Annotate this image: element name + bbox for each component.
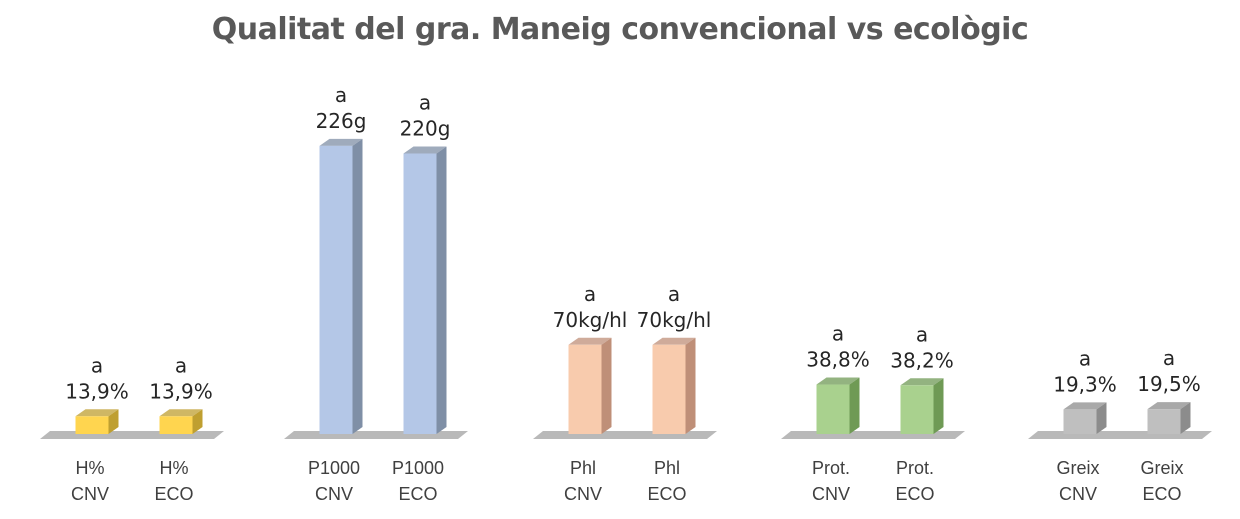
bar-2 (159, 416, 193, 434)
tick-label: Phl (570, 458, 596, 478)
bar-6 (652, 344, 686, 434)
bar-top-3 (319, 138, 363, 146)
bar-side-3 (352, 138, 363, 434)
bar-top-2 (159, 409, 203, 417)
significance-label: a (419, 91, 431, 115)
tick-label: ECO (398, 484, 437, 504)
tick-label: Prot. (812, 458, 850, 478)
bar-1 (75, 416, 109, 434)
data-label: 19,5% (1137, 372, 1201, 396)
bar-top-8 (900, 378, 944, 386)
bar-top-1 (75, 409, 119, 417)
tick-label: H% (75, 458, 104, 478)
data-label: 226g (316, 109, 367, 133)
floor-shadow-1 (40, 431, 224, 439)
data-label: 13,9% (65, 379, 129, 403)
bar-side-10 (1180, 402, 1191, 434)
bar-10 (1147, 409, 1181, 434)
bar-top-10 (1147, 402, 1191, 410)
tick-label: ECO (154, 484, 193, 504)
tick-label: P1000 (392, 458, 444, 478)
floor-shadow-3 (533, 431, 717, 439)
bar-5 (568, 344, 602, 434)
floor-shadow-5 (1028, 431, 1212, 439)
significance-label: a (832, 322, 844, 346)
tick-label: Greix (1140, 458, 1183, 478)
tick-label: Phl (654, 458, 680, 478)
data-label: 220g (400, 117, 451, 141)
bar-top-6 (652, 337, 696, 345)
data-label: 38,2% (890, 348, 954, 372)
tick-label: Greix (1056, 458, 1099, 478)
bar-side-4 (436, 146, 447, 434)
data-label: 70kg/hl (637, 308, 712, 332)
significance-label: a (335, 83, 347, 107)
data-label: 70kg/hl (553, 308, 628, 332)
bar-side-8 (933, 378, 944, 434)
tick-label: CNV (315, 484, 353, 504)
tick-label: P1000 (308, 458, 360, 478)
bar-side-6 (685, 337, 696, 434)
bar-top-7 (816, 377, 860, 385)
bar-3 (319, 145, 353, 434)
significance-label: a (175, 353, 187, 377)
bar-side-2 (192, 409, 203, 434)
tick-label: ECO (895, 484, 934, 504)
floor-shadow-4 (781, 431, 965, 439)
data-label: 19,3% (1053, 372, 1117, 396)
bar-side-1 (108, 409, 119, 434)
tick-label: Prot. (896, 458, 934, 478)
bar-top-5 (568, 337, 612, 345)
bar-7 (816, 384, 850, 434)
data-label: 38,8% (806, 348, 870, 372)
tick-label: H% (159, 458, 188, 478)
significance-label: a (1163, 346, 1175, 370)
tick-label: ECO (1142, 484, 1181, 504)
significance-label: a (916, 322, 928, 346)
significance-label: a (1079, 346, 1091, 370)
tick-label: CNV (1059, 484, 1097, 504)
tick-label: ECO (647, 484, 686, 504)
tick-label: CNV (812, 484, 850, 504)
bar-top-4 (403, 146, 447, 154)
significance-label: a (584, 282, 596, 306)
bar-4 (403, 153, 437, 434)
bar-9 (1063, 409, 1097, 434)
bar-side-7 (849, 377, 860, 434)
data-label: 13,9% (149, 379, 213, 403)
bar-side-9 (1096, 402, 1107, 434)
bar-top-9 (1063, 402, 1107, 410)
significance-label: a (668, 282, 680, 306)
bar-8 (900, 385, 934, 434)
chart-title: Qualitat del gra. Maneig convencional vs… (211, 12, 1029, 47)
tick-label: CNV (71, 484, 109, 504)
significance-label: a (91, 353, 103, 377)
tick-label: CNV (564, 484, 602, 504)
floor-shadow-2 (284, 431, 468, 439)
bar-side-5 (601, 337, 612, 434)
